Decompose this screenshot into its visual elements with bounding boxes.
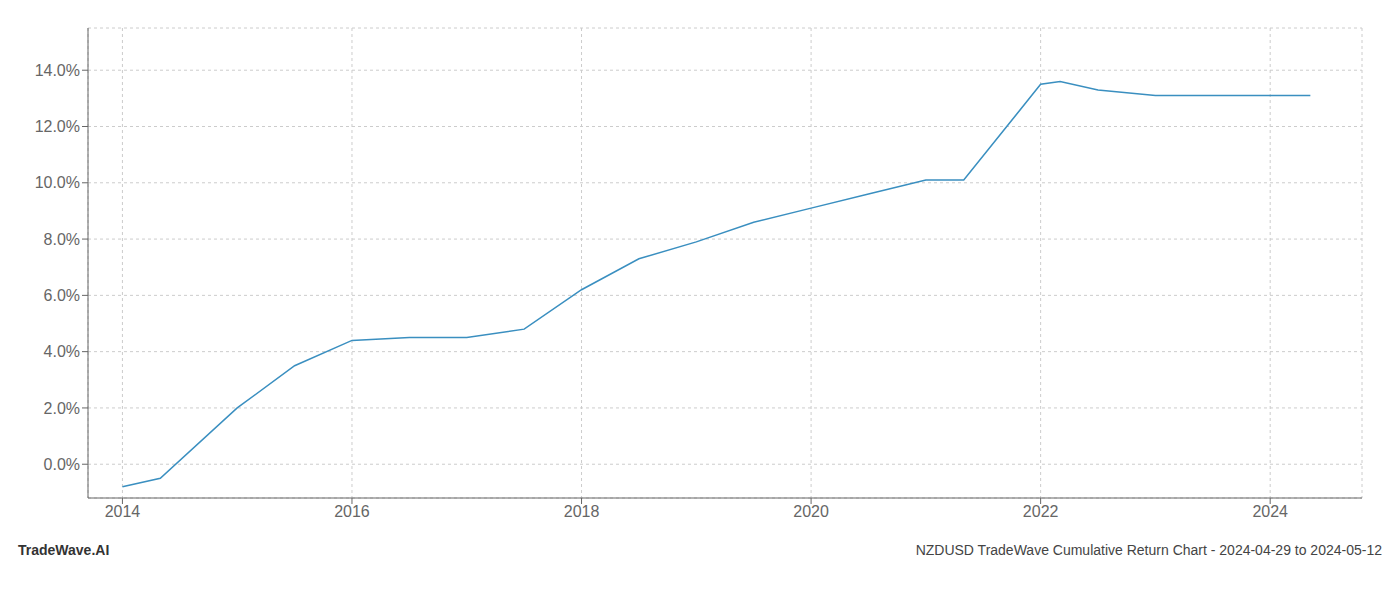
svg-text:14.0%: 14.0% xyxy=(35,62,80,79)
html-text:TradeWave.AI: TradeWave.AI xyxy=(18,542,110,558)
svg-text:12.0%: 12.0% xyxy=(35,118,80,135)
svg-text:4.0%: 4.0% xyxy=(44,343,80,360)
svg-text:8.0%: 8.0% xyxy=(44,231,80,248)
html-text:NZDUSD TradeWave Cumulative Re: NZDUSD TradeWave Cumulative Return Chart… xyxy=(915,542,1382,558)
svg-text:2020: 2020 xyxy=(793,503,829,520)
svg-text:0.0%: 0.0% xyxy=(44,456,80,473)
svg-text:2.0%: 2.0% xyxy=(44,400,80,417)
svg-text:2016: 2016 xyxy=(334,503,370,520)
svg-text:2024: 2024 xyxy=(1252,503,1288,520)
svg-text:6.0%: 6.0% xyxy=(44,287,80,304)
svg-text:2014: 2014 xyxy=(105,503,141,520)
svg-text:2018: 2018 xyxy=(564,503,600,520)
svg-text:10.0%: 10.0% xyxy=(35,174,80,191)
svg-text:2022: 2022 xyxy=(1023,503,1059,520)
